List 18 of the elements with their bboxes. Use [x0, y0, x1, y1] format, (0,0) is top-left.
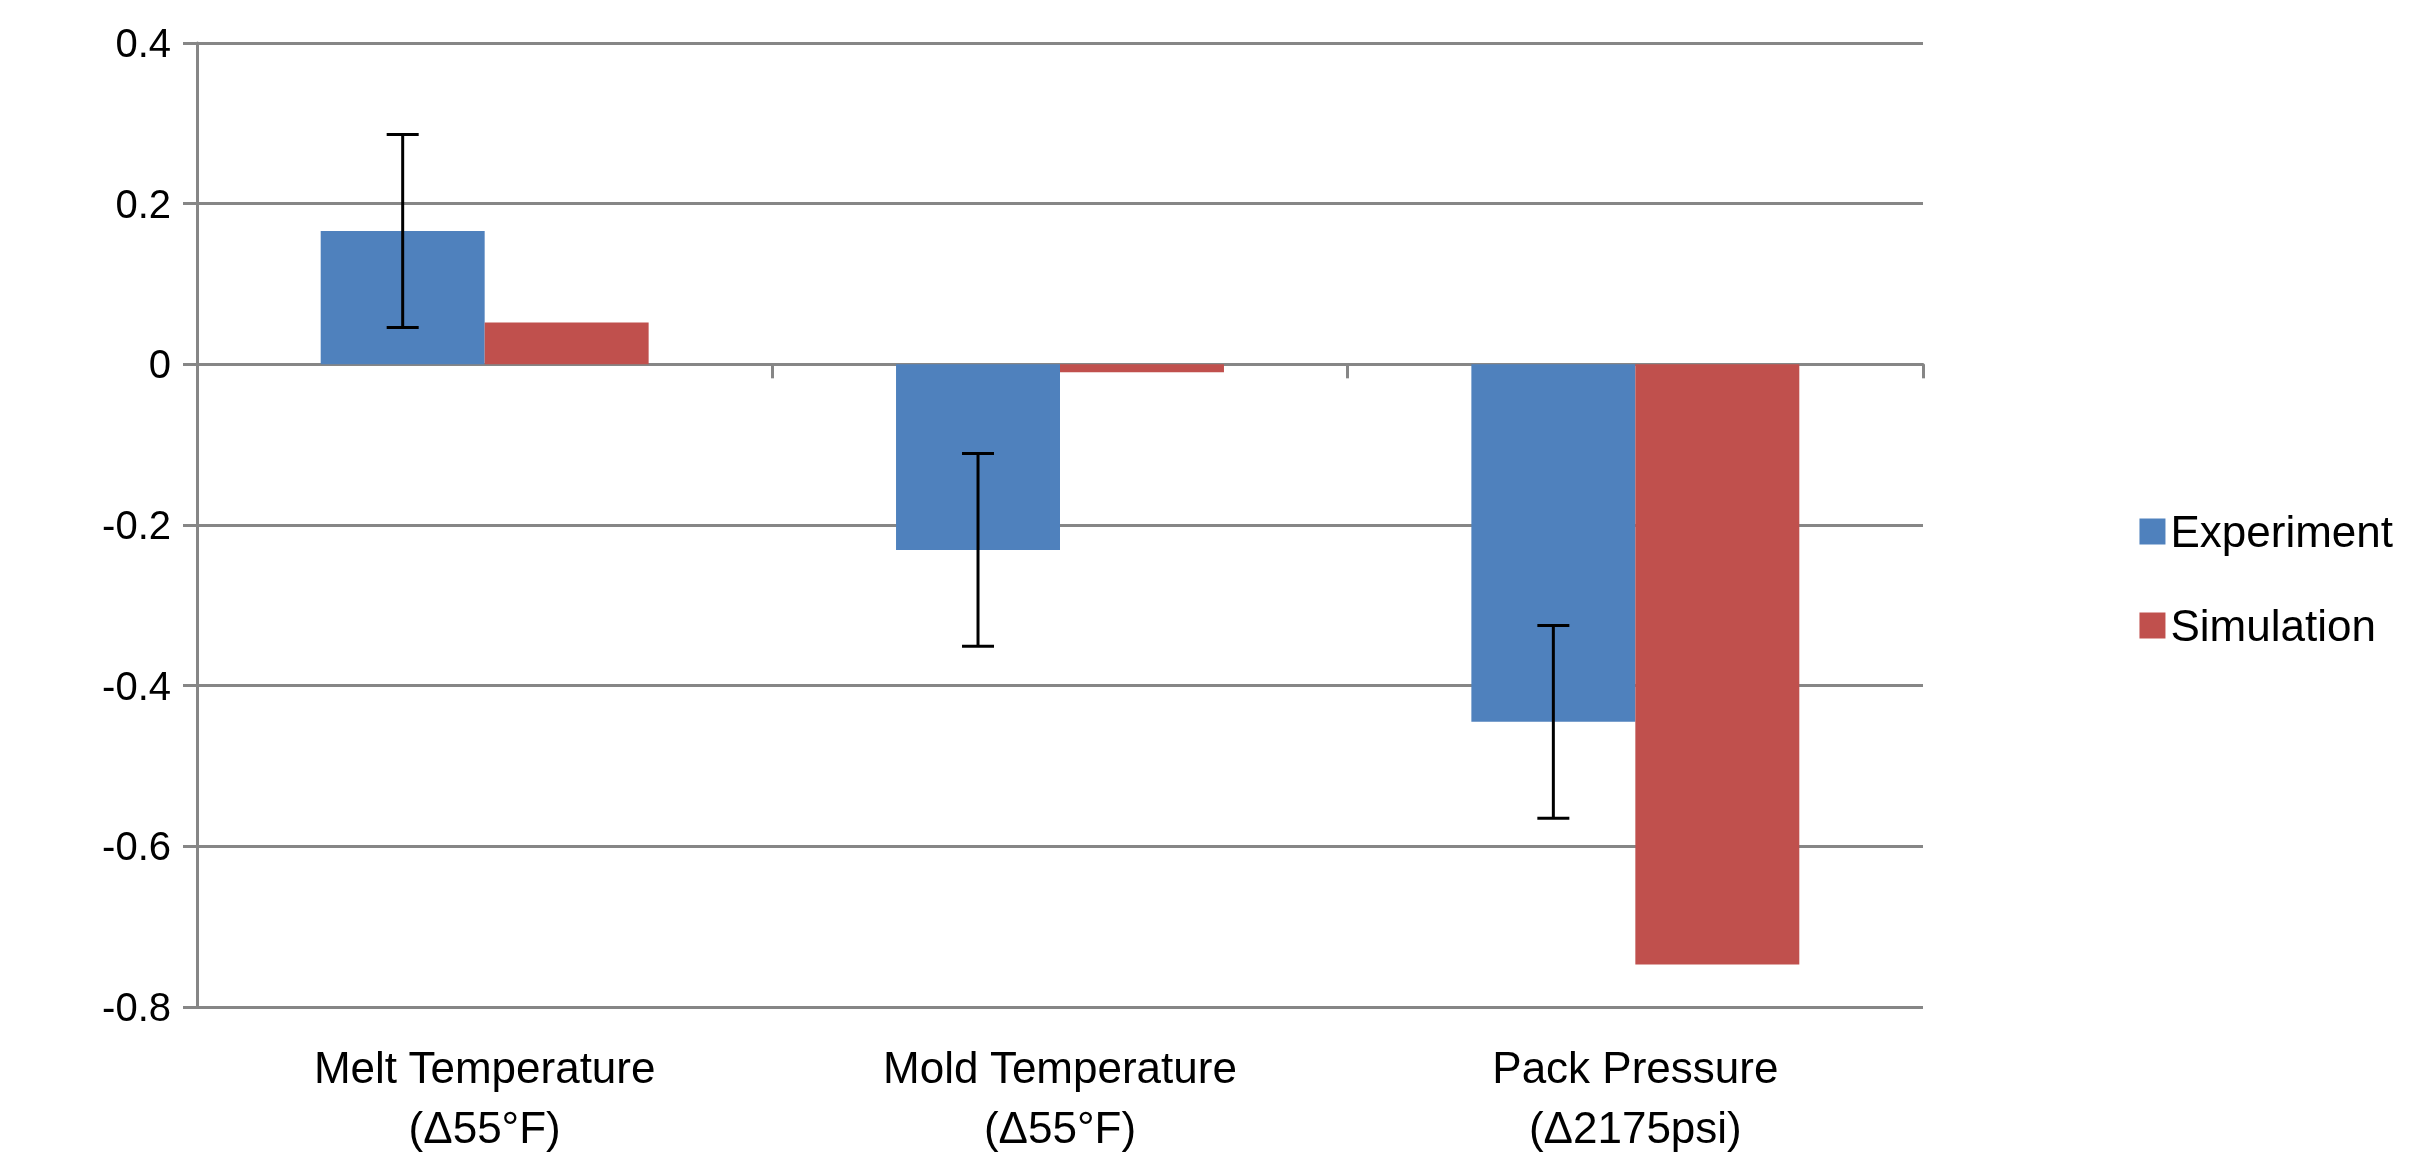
- x-tick-label: Pack Pressure (Δ2175psi): [1492, 1042, 1779, 1152]
- y-tick-label: -0.6: [102, 824, 171, 869]
- legend-label: Experiment: [2170, 507, 2394, 556]
- legend-label: Simulation: [2170, 601, 2376, 650]
- y-tick-label: -0.8: [102, 985, 171, 1029]
- y-tick-label: -0.4: [102, 663, 171, 708]
- y-tick-label: 0.2: [115, 181, 171, 226]
- y-tick-label: -0.2: [102, 503, 171, 547]
- x-tick-label: Melt Temperature (Δ55°F): [313, 1042, 656, 1152]
- bar: [484, 322, 649, 365]
- y-tick-label: 0.4: [115, 21, 171, 65]
- x-tick-label: Mold Temperature (Δ55°F): [883, 1042, 1237, 1152]
- bar: [1635, 364, 1800, 965]
- bar: [1471, 364, 1636, 722]
- bar: [320, 230, 485, 365]
- y-tick-label: 0: [148, 342, 171, 387]
- bar: [896, 364, 1060, 550]
- bar: [1060, 364, 1224, 373]
